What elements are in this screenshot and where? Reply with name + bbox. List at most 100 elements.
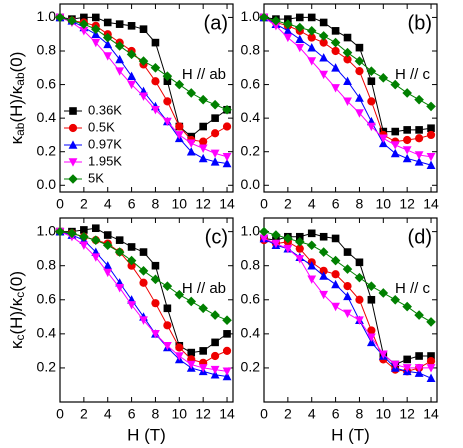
- marker: [354, 272, 365, 283]
- marker: [80, 13, 88, 22]
- marker: [378, 288, 389, 298]
- marker: [307, 275, 317, 284]
- marker: [210, 99, 220, 110]
- marker: [414, 151, 424, 160]
- marker: [390, 79, 401, 90]
- marker: [271, 22, 281, 31]
- marker: [319, 271, 329, 280]
- marker: [378, 350, 388, 359]
- marker: [403, 126, 411, 134]
- marker: [127, 71, 136, 80]
- marker: [294, 237, 305, 247]
- marker: [114, 247, 125, 257]
- marker: [199, 347, 207, 355]
- marker: [366, 337, 376, 347]
- marker: [126, 255, 137, 266]
- marker: [403, 135, 412, 145]
- y-tick-label: 0.6: [241, 75, 261, 91]
- y-tick-label: 1.0: [37, 8, 57, 24]
- marker: [90, 24, 101, 34]
- marker: [319, 70, 329, 80]
- panel-label: (c): [205, 226, 228, 248]
- marker: [415, 134, 424, 143]
- y-tick-label: 1.0: [241, 222, 261, 238]
- marker: [151, 105, 160, 115]
- marker: [91, 38, 101, 48]
- label-part: κ: [7, 135, 26, 144]
- legend-label: 1.95K: [88, 153, 122, 168]
- x-tick-label: 6: [332, 406, 340, 422]
- x-tick-label: 12: [399, 406, 415, 422]
- marker: [426, 101, 436, 112]
- marker: [223, 330, 231, 338]
- y-tick-label: 0.6: [37, 290, 57, 306]
- marker: [427, 124, 435, 133]
- y-axis-label: κc(H)/κc(0): [7, 271, 27, 349]
- marker: [318, 31, 329, 41]
- marker: [174, 352, 184, 361]
- marker: [79, 19, 89, 29]
- y-tick-label: 1.0: [241, 8, 261, 24]
- marker: [103, 231, 112, 239]
- marker: [271, 230, 281, 240]
- marker: [307, 229, 316, 238]
- label-subscript: ab: [13, 122, 27, 136]
- marker: [367, 326, 376, 335]
- marker: [68, 174, 78, 184]
- marker: [426, 130, 436, 140]
- marker: [91, 224, 100, 233]
- marker: [103, 52, 113, 61]
- y-tick-label: 1.0: [37, 222, 57, 238]
- marker: [127, 22, 136, 30]
- marker: [307, 13, 316, 22]
- marker: [330, 37, 341, 48]
- marker: [211, 351, 220, 361]
- marker: [162, 341, 172, 351]
- marker: [295, 43, 305, 53]
- marker: [198, 303, 208, 314]
- marker: [186, 88, 197, 98]
- marker: [367, 295, 376, 304]
- marker: [283, 244, 293, 254]
- x-tick-label: 8: [152, 406, 160, 422]
- marker: [259, 12, 269, 23]
- marker: [307, 43, 317, 52]
- label-subscript: ab: [13, 72, 27, 86]
- marker: [222, 371, 232, 381]
- label-part: (0): [7, 52, 26, 73]
- y-tick-label: 0.6: [37, 75, 57, 91]
- x-tick-label: 10: [172, 196, 188, 212]
- y-tick-label: 0.8: [37, 256, 57, 272]
- marker: [342, 47, 353, 58]
- marker: [402, 153, 412, 163]
- marker: [343, 309, 352, 319]
- marker: [198, 153, 208, 163]
- marker: [68, 140, 78, 149]
- marker: [415, 126, 423, 134]
- x-tick-label: 2: [284, 196, 292, 212]
- annotation: H // ab: [182, 66, 226, 83]
- label-subscript: c: [13, 335, 27, 341]
- marker: [343, 282, 352, 291]
- marker: [186, 139, 196, 148]
- marker: [355, 93, 364, 102]
- marker: [103, 261, 113, 270]
- marker: [283, 33, 293, 43]
- marker: [319, 290, 329, 300]
- x-tick-label: 14: [423, 406, 439, 422]
- label-subscript: c: [13, 292, 27, 298]
- marker: [222, 152, 232, 162]
- x-tick-label: 8: [152, 196, 160, 212]
- marker: [271, 239, 281, 249]
- x-tick-label: 4: [308, 196, 316, 212]
- marker: [283, 19, 293, 29]
- marker: [79, 241, 89, 250]
- marker: [127, 243, 136, 251]
- marker: [222, 104, 232, 115]
- marker: [175, 343, 184, 352]
- x-tick-label: 4: [104, 196, 112, 212]
- y-tick-label: 0.0: [241, 176, 261, 192]
- marker: [210, 157, 220, 166]
- marker: [79, 27, 89, 36]
